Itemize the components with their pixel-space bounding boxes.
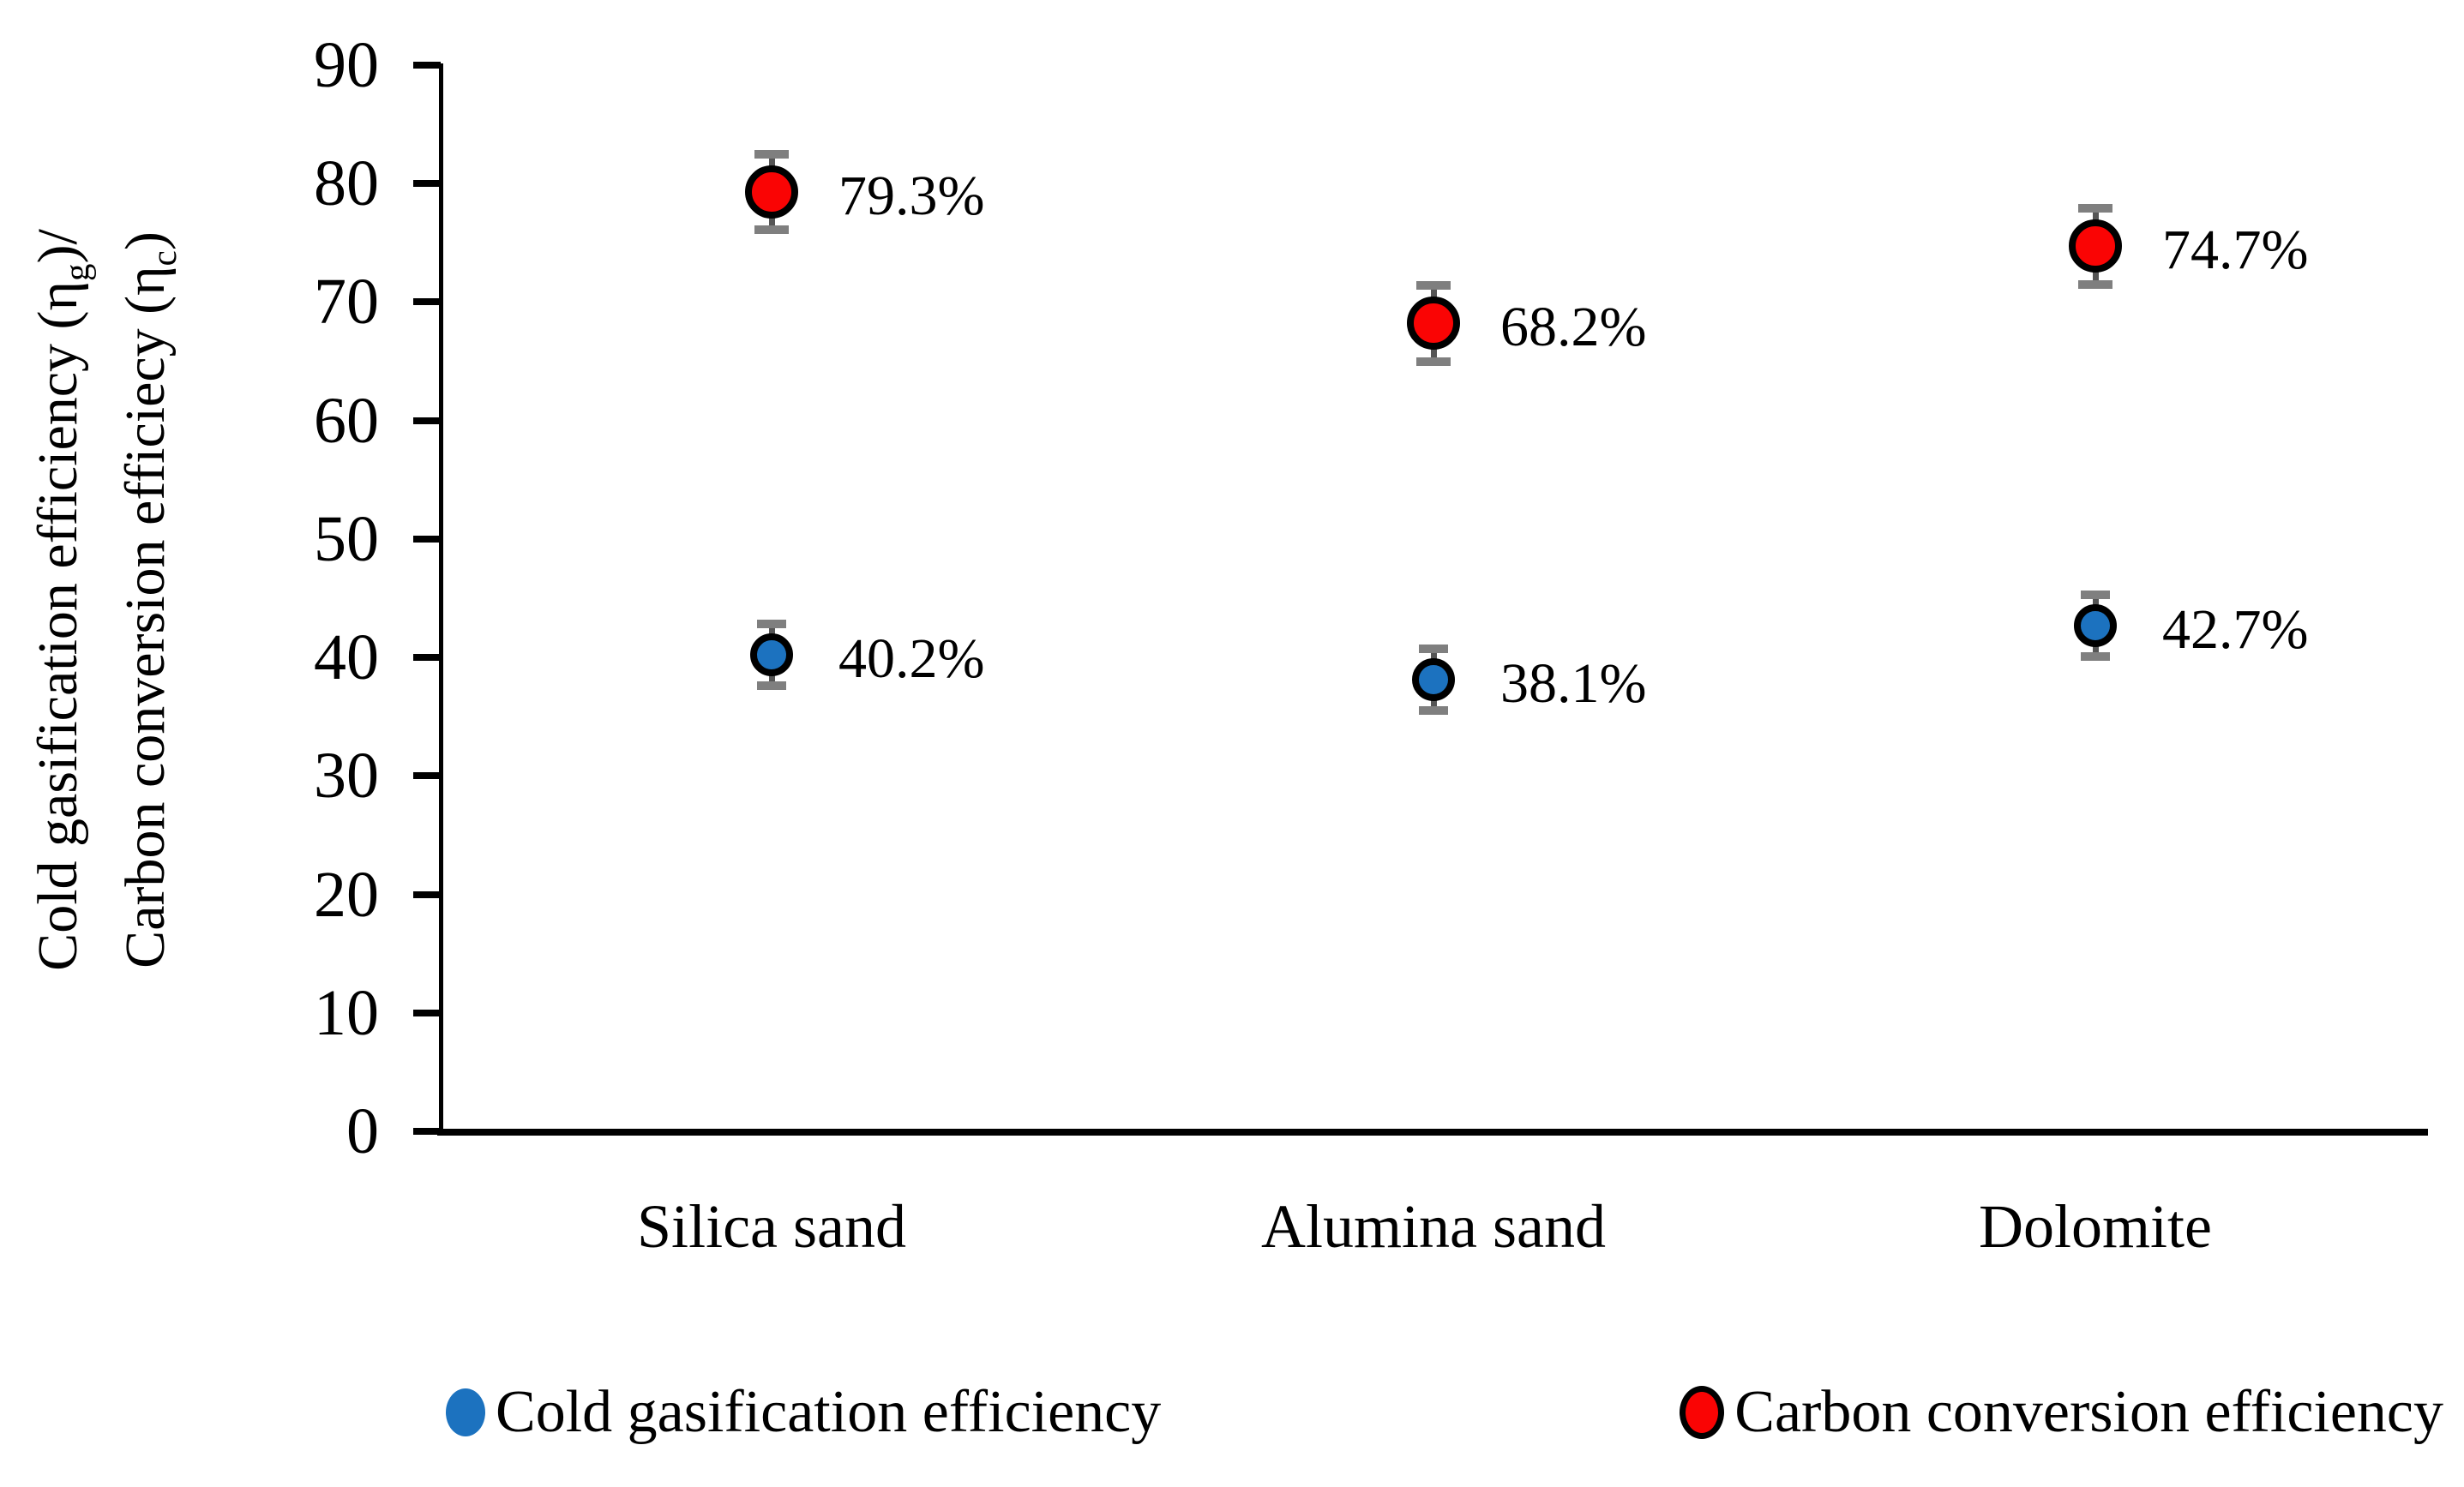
data-point-marker-carbon-conversion — [745, 165, 798, 219]
y-axis-tick-mark — [413, 654, 441, 662]
y-axis-tick-mark — [413, 417, 441, 424]
legend-swatch-icon — [1680, 1386, 1725, 1439]
data-point-value-label: 68.2% — [1500, 296, 1647, 359]
data-point-marker-carbon-conversion — [1407, 297, 1460, 351]
error-bar-cap-bottom — [2081, 651, 2110, 661]
y-axis-title-text: ) — [114, 231, 177, 251]
x-axis-category-label: Alumina sand — [1261, 1192, 1606, 1261]
y-axis-title-text: Carbon conversion efficiecy (η — [114, 266, 177, 968]
y-axis-tick-mark — [413, 180, 441, 188]
y-axis-tick-mark — [413, 772, 441, 780]
y-axis-tick-label: 80 — [314, 147, 379, 220]
data-point-value-label: 38.1% — [1500, 652, 1647, 716]
data-point-value-label: 42.7% — [2162, 597, 2309, 661]
data-point-value-label: 40.2% — [838, 627, 985, 691]
y-axis-tick-label: 10 — [314, 976, 379, 1049]
data-point-value-label: 74.7% — [2162, 219, 2309, 282]
y-axis-tick-mark — [413, 1009, 441, 1016]
error-bar-cap-top — [1419, 645, 1448, 654]
error-bar-cap-top — [1416, 281, 1451, 291]
legend-swatch-icon — [446, 1388, 485, 1436]
y-axis-tick-label: 0 — [346, 1095, 379, 1167]
y-axis-tick-label: 20 — [314, 858, 379, 931]
y-axis-tick-mark — [413, 890, 441, 898]
y-axis-tick-mark — [413, 535, 441, 543]
error-bar-cap-top — [757, 620, 786, 629]
data-point-marker-carbon-conversion — [2069, 219, 2122, 273]
error-bar-cap-bottom — [757, 681, 786, 691]
data-point-value-label: 79.3% — [838, 164, 985, 227]
x-axis-category-label: Dolomite — [1979, 1192, 2212, 1261]
data-point-marker-cold-gasification — [1412, 658, 1455, 702]
y-axis-title-text: )/ — [27, 229, 89, 264]
y-axis-title-line: Cold gasification efficiency (ηg)/ — [15, 0, 102, 1243]
y-axis-tick-mark — [413, 298, 441, 306]
y-axis-tick-label: 40 — [314, 621, 379, 694]
y-axis-title: Cold gasification efficiency (ηg)/Carbon… — [15, 0, 195, 1243]
y-axis-tick-label: 70 — [314, 266, 379, 339]
y-axis-tick-label: 60 — [314, 384, 379, 457]
error-bar-cap-bottom — [1416, 357, 1451, 366]
legend: Cold gasification efficiency Carbon conve… — [446, 1364, 2443, 1460]
legend-label: Cold gasification efficiency — [496, 1379, 1162, 1445]
error-bar-cap-top — [2081, 590, 2110, 599]
legend-item: Cold gasification efficiency — [446, 1381, 1161, 1444]
y-axis-tick-label: 90 — [314, 29, 379, 101]
data-point-marker-cold-gasification — [750, 633, 793, 677]
error-bar-cap-bottom — [2078, 279, 2112, 289]
y-axis-tick-label: 50 — [314, 502, 379, 575]
y-axis-tick-label: 30 — [314, 740, 379, 812]
legend-item: Carbon conversion efficiency — [1680, 1381, 2443, 1444]
error-bar-cap-bottom — [1419, 706, 1448, 716]
y-axis-title-text: Cold gasification efficiency (η — [27, 280, 89, 971]
error-bar-cap-bottom — [754, 225, 789, 235]
x-axis-category-label: Silica sand — [637, 1192, 906, 1261]
y-axis-line — [439, 63, 443, 1136]
x-axis-line — [437, 1129, 2428, 1136]
data-point-marker-cold-gasification — [2074, 603, 2117, 647]
y-axis-tick-mark — [413, 1128, 441, 1135]
y-axis-title-subscript: g — [57, 263, 97, 281]
y-axis-tick-mark — [413, 62, 441, 69]
error-bar-cap-top — [754, 149, 789, 159]
y-axis-title-line: Carbon conversion efficiecy (ηc) — [102, 0, 189, 1243]
error-bar-cap-top — [2078, 204, 2112, 213]
y-axis-title-subscript: c — [145, 250, 184, 267]
legend-label: Carbon conversion efficiency — [1734, 1379, 2443, 1445]
